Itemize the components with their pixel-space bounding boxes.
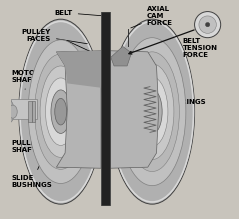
Text: PULLEY
FACES: PULLEY FACES (22, 29, 87, 44)
Ellipse shape (118, 38, 186, 186)
Text: BELT
TENSION
FORCE: BELT TENSION FORCE (183, 38, 217, 58)
Ellipse shape (40, 66, 81, 157)
Text: PULLEY
SHAFT: PULLEY SHAFT (12, 134, 41, 153)
Polygon shape (56, 51, 101, 88)
Ellipse shape (125, 52, 179, 171)
Ellipse shape (19, 19, 103, 204)
Text: AXIAL
CAM
FORCE: AXIAL CAM FORCE (131, 6, 173, 28)
Ellipse shape (146, 98, 158, 125)
Ellipse shape (9, 105, 17, 118)
Polygon shape (56, 51, 101, 168)
Ellipse shape (136, 77, 168, 147)
Bar (28, 101, 32, 122)
Bar (33, 101, 35, 122)
Ellipse shape (35, 54, 87, 169)
Text: MOTOR
SHAFT: MOTOR SHAFT (12, 70, 41, 89)
Ellipse shape (55, 98, 67, 125)
Bar (11, 99, 37, 119)
Text: SPRINGS: SPRINGS (163, 96, 206, 105)
Ellipse shape (130, 64, 174, 160)
Ellipse shape (51, 90, 71, 133)
Ellipse shape (28, 40, 93, 184)
Circle shape (206, 23, 210, 27)
Ellipse shape (110, 19, 195, 204)
Circle shape (195, 12, 221, 38)
Circle shape (199, 16, 216, 33)
Ellipse shape (7, 101, 14, 122)
Ellipse shape (142, 89, 162, 134)
Text: BELT: BELT (54, 10, 102, 16)
Polygon shape (110, 51, 159, 168)
Ellipse shape (45, 78, 76, 145)
Polygon shape (111, 46, 131, 66)
Text: CAM: CAM (111, 51, 127, 57)
Text: SLIDE
BUSHINGS: SLIDE BUSHINGS (12, 162, 53, 188)
Bar (101, 12, 110, 205)
